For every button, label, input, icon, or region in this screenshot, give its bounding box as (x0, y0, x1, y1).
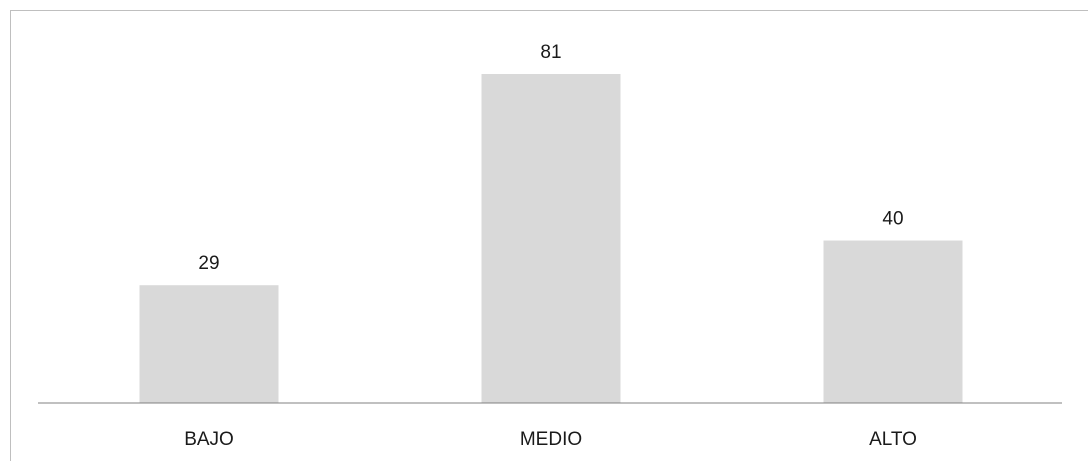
chart-frame (10, 10, 1088, 461)
category-label-bajo: BAJO (184, 429, 234, 450)
value-label-medio: 81 (540, 42, 561, 63)
bar-bajo (139, 285, 279, 403)
category-label-medio: MEDIO (520, 429, 582, 450)
category-labels-group: BAJO MEDIO ALTO (184, 429, 917, 450)
bar-alto (823, 240, 963, 403)
bars-group (139, 74, 963, 403)
value-label-alto: 40 (882, 209, 903, 230)
value-labels-group: 29 81 40 (198, 42, 903, 274)
category-label-alto: ALTO (869, 429, 917, 450)
bar-medio (481, 74, 621, 403)
value-label-bajo: 29 (198, 253, 219, 274)
